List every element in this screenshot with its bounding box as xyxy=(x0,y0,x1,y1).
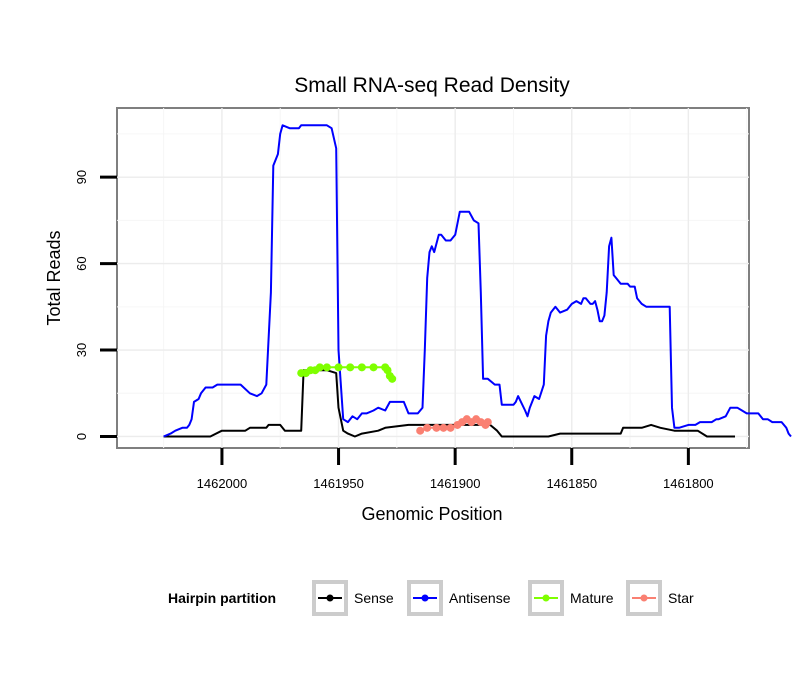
series-point-mature-5 xyxy=(322,363,331,372)
legend-key-point-mature xyxy=(542,594,550,602)
series-point-mature-8 xyxy=(357,363,366,372)
legend-label-sense: Sense xyxy=(354,590,394,606)
series-point-mature-9 xyxy=(369,363,378,372)
x-tick-label-0: 1462000 xyxy=(197,476,248,491)
axes-layer: 1462000 1461950 1461900 1461850 1461800 0 30 60… xyxy=(74,170,714,491)
series-point-mature-7 xyxy=(346,363,355,372)
x-tick-label-3: 1461850 xyxy=(546,476,597,491)
legend-key-point-star xyxy=(640,594,648,602)
x-axis-title: Genomic Position xyxy=(361,504,502,524)
series-line-antisense xyxy=(163,124,792,438)
legend-key-point-antisense xyxy=(421,594,429,602)
series-point-star-2 xyxy=(432,423,441,432)
gridlines xyxy=(117,108,749,448)
series-layer xyxy=(163,124,792,438)
legend-title: Hairpin partition xyxy=(168,590,276,606)
y-tick-label-2: 60 xyxy=(74,256,89,270)
series-point-star-0 xyxy=(416,426,425,435)
legend: Hairpin partition Sense Antisense Mature St… xyxy=(168,580,694,616)
series-point-star-4 xyxy=(446,423,455,432)
legend-key-point-sense xyxy=(326,594,334,602)
series-point-star-1 xyxy=(423,423,432,432)
series-point-star-12 xyxy=(483,418,492,427)
x-tick-label-1: 1461950 xyxy=(313,476,364,491)
y-axis-title: Total Reads xyxy=(44,230,64,325)
series-point-mature-4 xyxy=(315,363,324,372)
y-tick-label-3: 90 xyxy=(74,170,89,184)
series-point-mature-6 xyxy=(334,363,343,372)
series-point-star-3 xyxy=(439,423,448,432)
legend-label-mature: Mature xyxy=(570,590,614,606)
legend-label-star: Star xyxy=(668,590,694,606)
y-tick-label-1: 30 xyxy=(74,343,89,357)
series-point-mature-13 xyxy=(388,374,397,383)
y-tick-label-0: 0 xyxy=(74,433,89,440)
x-tick-label-4: 1461800 xyxy=(663,476,714,491)
chart-title: Small RNA-seq Read Density xyxy=(294,74,570,97)
x-tick-label-2: 1461900 xyxy=(430,476,481,491)
legend-label-antisense: Antisense xyxy=(449,590,511,606)
series-line-sense xyxy=(163,369,735,438)
plot-panel xyxy=(116,107,750,449)
